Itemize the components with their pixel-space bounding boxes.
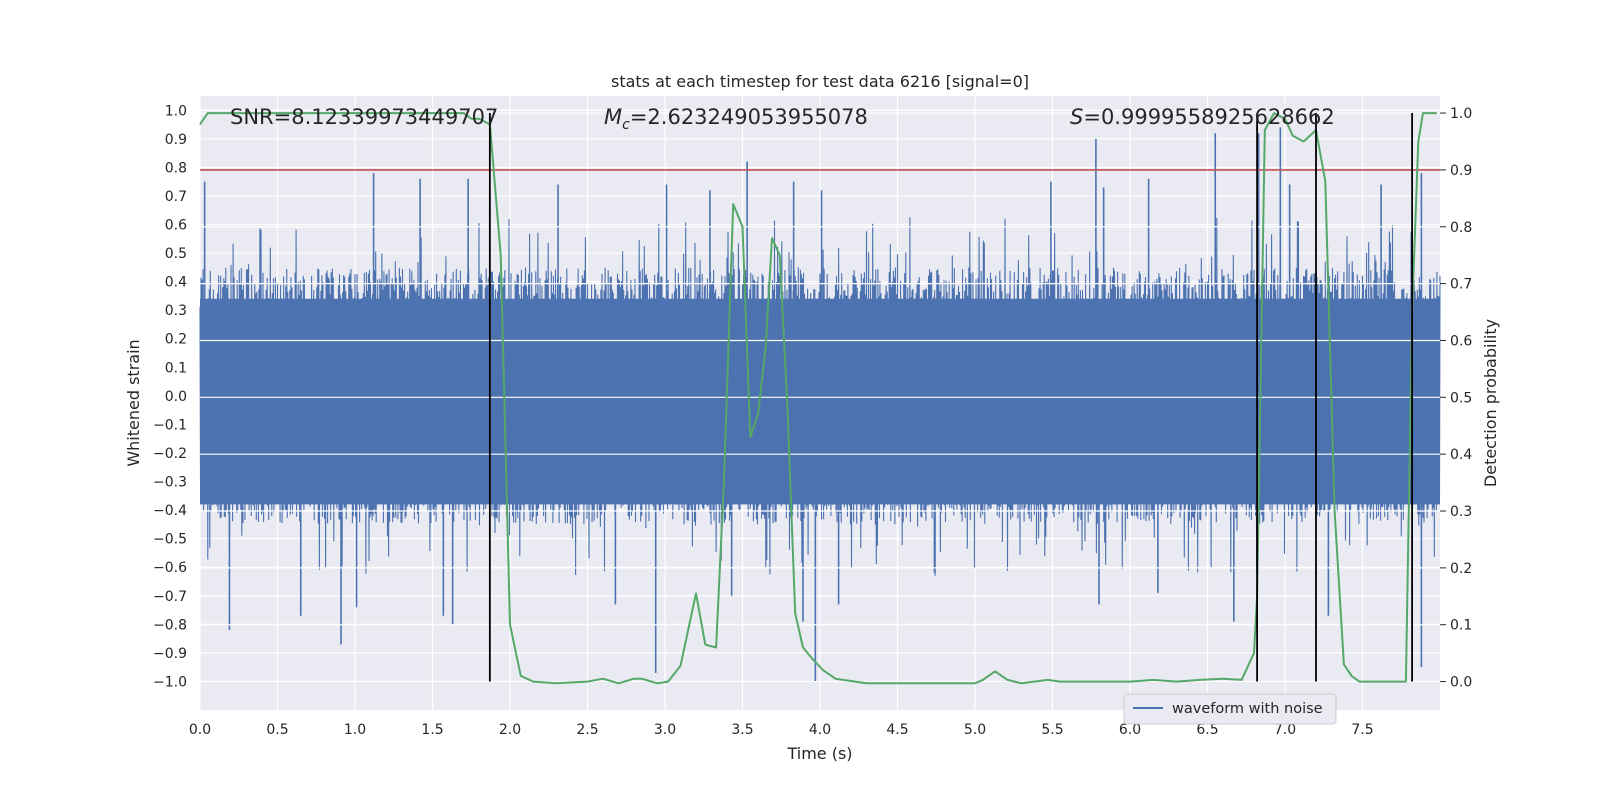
y-tick-label: 0.6 (165, 218, 187, 234)
y-tick-label: −0.1 (153, 417, 187, 433)
x-tick-label: 7.0 (1274, 722, 1296, 738)
y2-tick-label: 0.5 (1450, 390, 1472, 406)
y-tick-label: 0.9 (165, 132, 187, 148)
probability-line (199, 112, 1437, 685)
x-tick-label: 5.5 (1041, 722, 1063, 738)
x-tick-label: 7.5 (1351, 722, 1373, 738)
y-tick-label: 0.2 (165, 332, 187, 348)
x-tick-label: 2.0 (499, 722, 521, 738)
probability-series (199, 112, 1440, 685)
y2-tick-label: 0.8 (1450, 220, 1472, 236)
x-tick-label: 3.5 (731, 722, 753, 738)
x-axis-label: Time (s) (786, 744, 852, 763)
y-tick-label: −0.2 (153, 446, 187, 462)
y2-tick-label: 0.6 (1450, 333, 1472, 349)
x-tick-label: 2.5 (576, 722, 598, 738)
y2-tick-label: 0.3 (1450, 504, 1472, 520)
legend: waveform with noise (1123, 693, 1337, 725)
y-tick-label: −0.5 (153, 532, 187, 548)
x-tick-label: 3.0 (654, 722, 676, 738)
y-tick-label: 0.0 (165, 389, 187, 405)
x-tick-label: 0.5 (266, 722, 288, 738)
chart-title: stats at each timestep for test data 621… (611, 72, 1029, 91)
y2-tick-label: 0.2 (1450, 561, 1472, 577)
y-tick-label: 0.7 (165, 189, 187, 205)
y-tick-label: −1.0 (153, 674, 187, 690)
x-tick-label: 6.5 (1196, 722, 1218, 738)
y2-tick-label: 0.1 (1450, 618, 1472, 634)
y-tick-label: 1.0 (165, 103, 187, 119)
y-tick-label: −0.8 (153, 617, 187, 633)
x-tick-label: 5.0 (964, 722, 986, 738)
y-tick-label: 0.8 (165, 160, 187, 176)
y-tick-label: −0.7 (153, 589, 187, 605)
y-tick-label: 0.3 (165, 303, 187, 319)
x-tick-label: 0.0 (189, 722, 211, 738)
waveform-dense-core (200, 298, 1440, 505)
y2-tick-label: 0.4 (1450, 447, 1472, 463)
y2-axis-label: Detection probability (1481, 319, 1500, 487)
y2-tick-label: 0.0 (1450, 675, 1472, 691)
legend-label: waveform with noise (1172, 701, 1323, 717)
x-tick-label: 6.0 (1119, 722, 1141, 738)
y-tick-label: −0.3 (153, 475, 187, 491)
y2-tick-label: 1.0 (1450, 106, 1472, 122)
legend-box (1123, 693, 1337, 725)
snr-annotation: SNR=8.12339973449707 (230, 105, 498, 129)
y-tick-label: 0.1 (165, 360, 187, 376)
chirp-mass-annotation: Mc=2.623249053955078 (604, 105, 868, 133)
waveform-series (199, 127, 1441, 682)
detection-markers (488, 113, 1413, 682)
y-tick-label: 0.5 (165, 246, 187, 262)
y-tick-label: −0.4 (153, 503, 187, 519)
y-tick-label: −0.6 (153, 560, 187, 576)
x-tick-label: 1.5 (421, 722, 443, 738)
x-tick-label: 1.0 (344, 722, 366, 738)
waveform-line (199, 217, 1441, 576)
y-tick-label: −0.9 (153, 646, 187, 662)
score-annotation: S=0.9999558925628662 (1070, 105, 1335, 129)
y-tick-label: 0.4 (165, 275, 187, 291)
y2-tick-label: 0.7 (1450, 277, 1472, 293)
x-tick-label: 4.5 (886, 722, 908, 738)
x-tick-label: 4.0 (809, 722, 831, 738)
y2-tick-label: 0.9 (1450, 163, 1472, 179)
axis-ticks: 0.0 0.5 1.0 1.5 2.0 2.5 3.0 3.5 4.0 4.5 5.0 5.5 6.0 6… (153, 103, 1472, 738)
y-axis-label: Whitened strain (124, 339, 143, 466)
